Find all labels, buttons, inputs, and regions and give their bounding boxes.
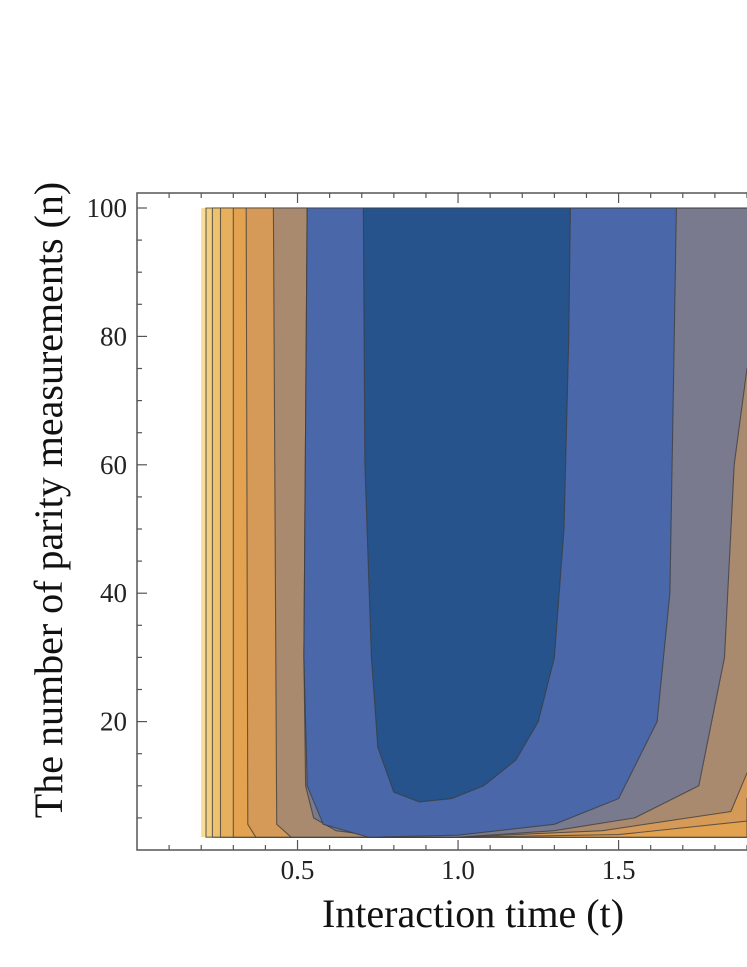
x-tick-label: 0.5	[281, 855, 315, 885]
y-tick-label: 40	[100, 578, 127, 608]
plot-frame	[136, 192, 747, 851]
x-tick-label: 1.5	[602, 855, 636, 885]
y-tick-label: 80	[100, 321, 127, 351]
y-tick-label: 60	[100, 450, 127, 480]
contour-region-0	[362, 207, 747, 803]
axis-ticks	[137, 193, 747, 850]
x-axis-title: Interaction time (t)	[322, 891, 624, 936]
y-axis-title: The number of parity measurements (n)	[26, 182, 71, 818]
y-tick-label: 100	[87, 193, 128, 223]
y-tick-label: 20	[100, 707, 127, 737]
x-tick-label: 1.0	[441, 855, 475, 885]
tick-labels: 0.5 1.0 1.5 20 40 60 80 100	[87, 193, 636, 885]
plot-area	[136, 192, 747, 851]
